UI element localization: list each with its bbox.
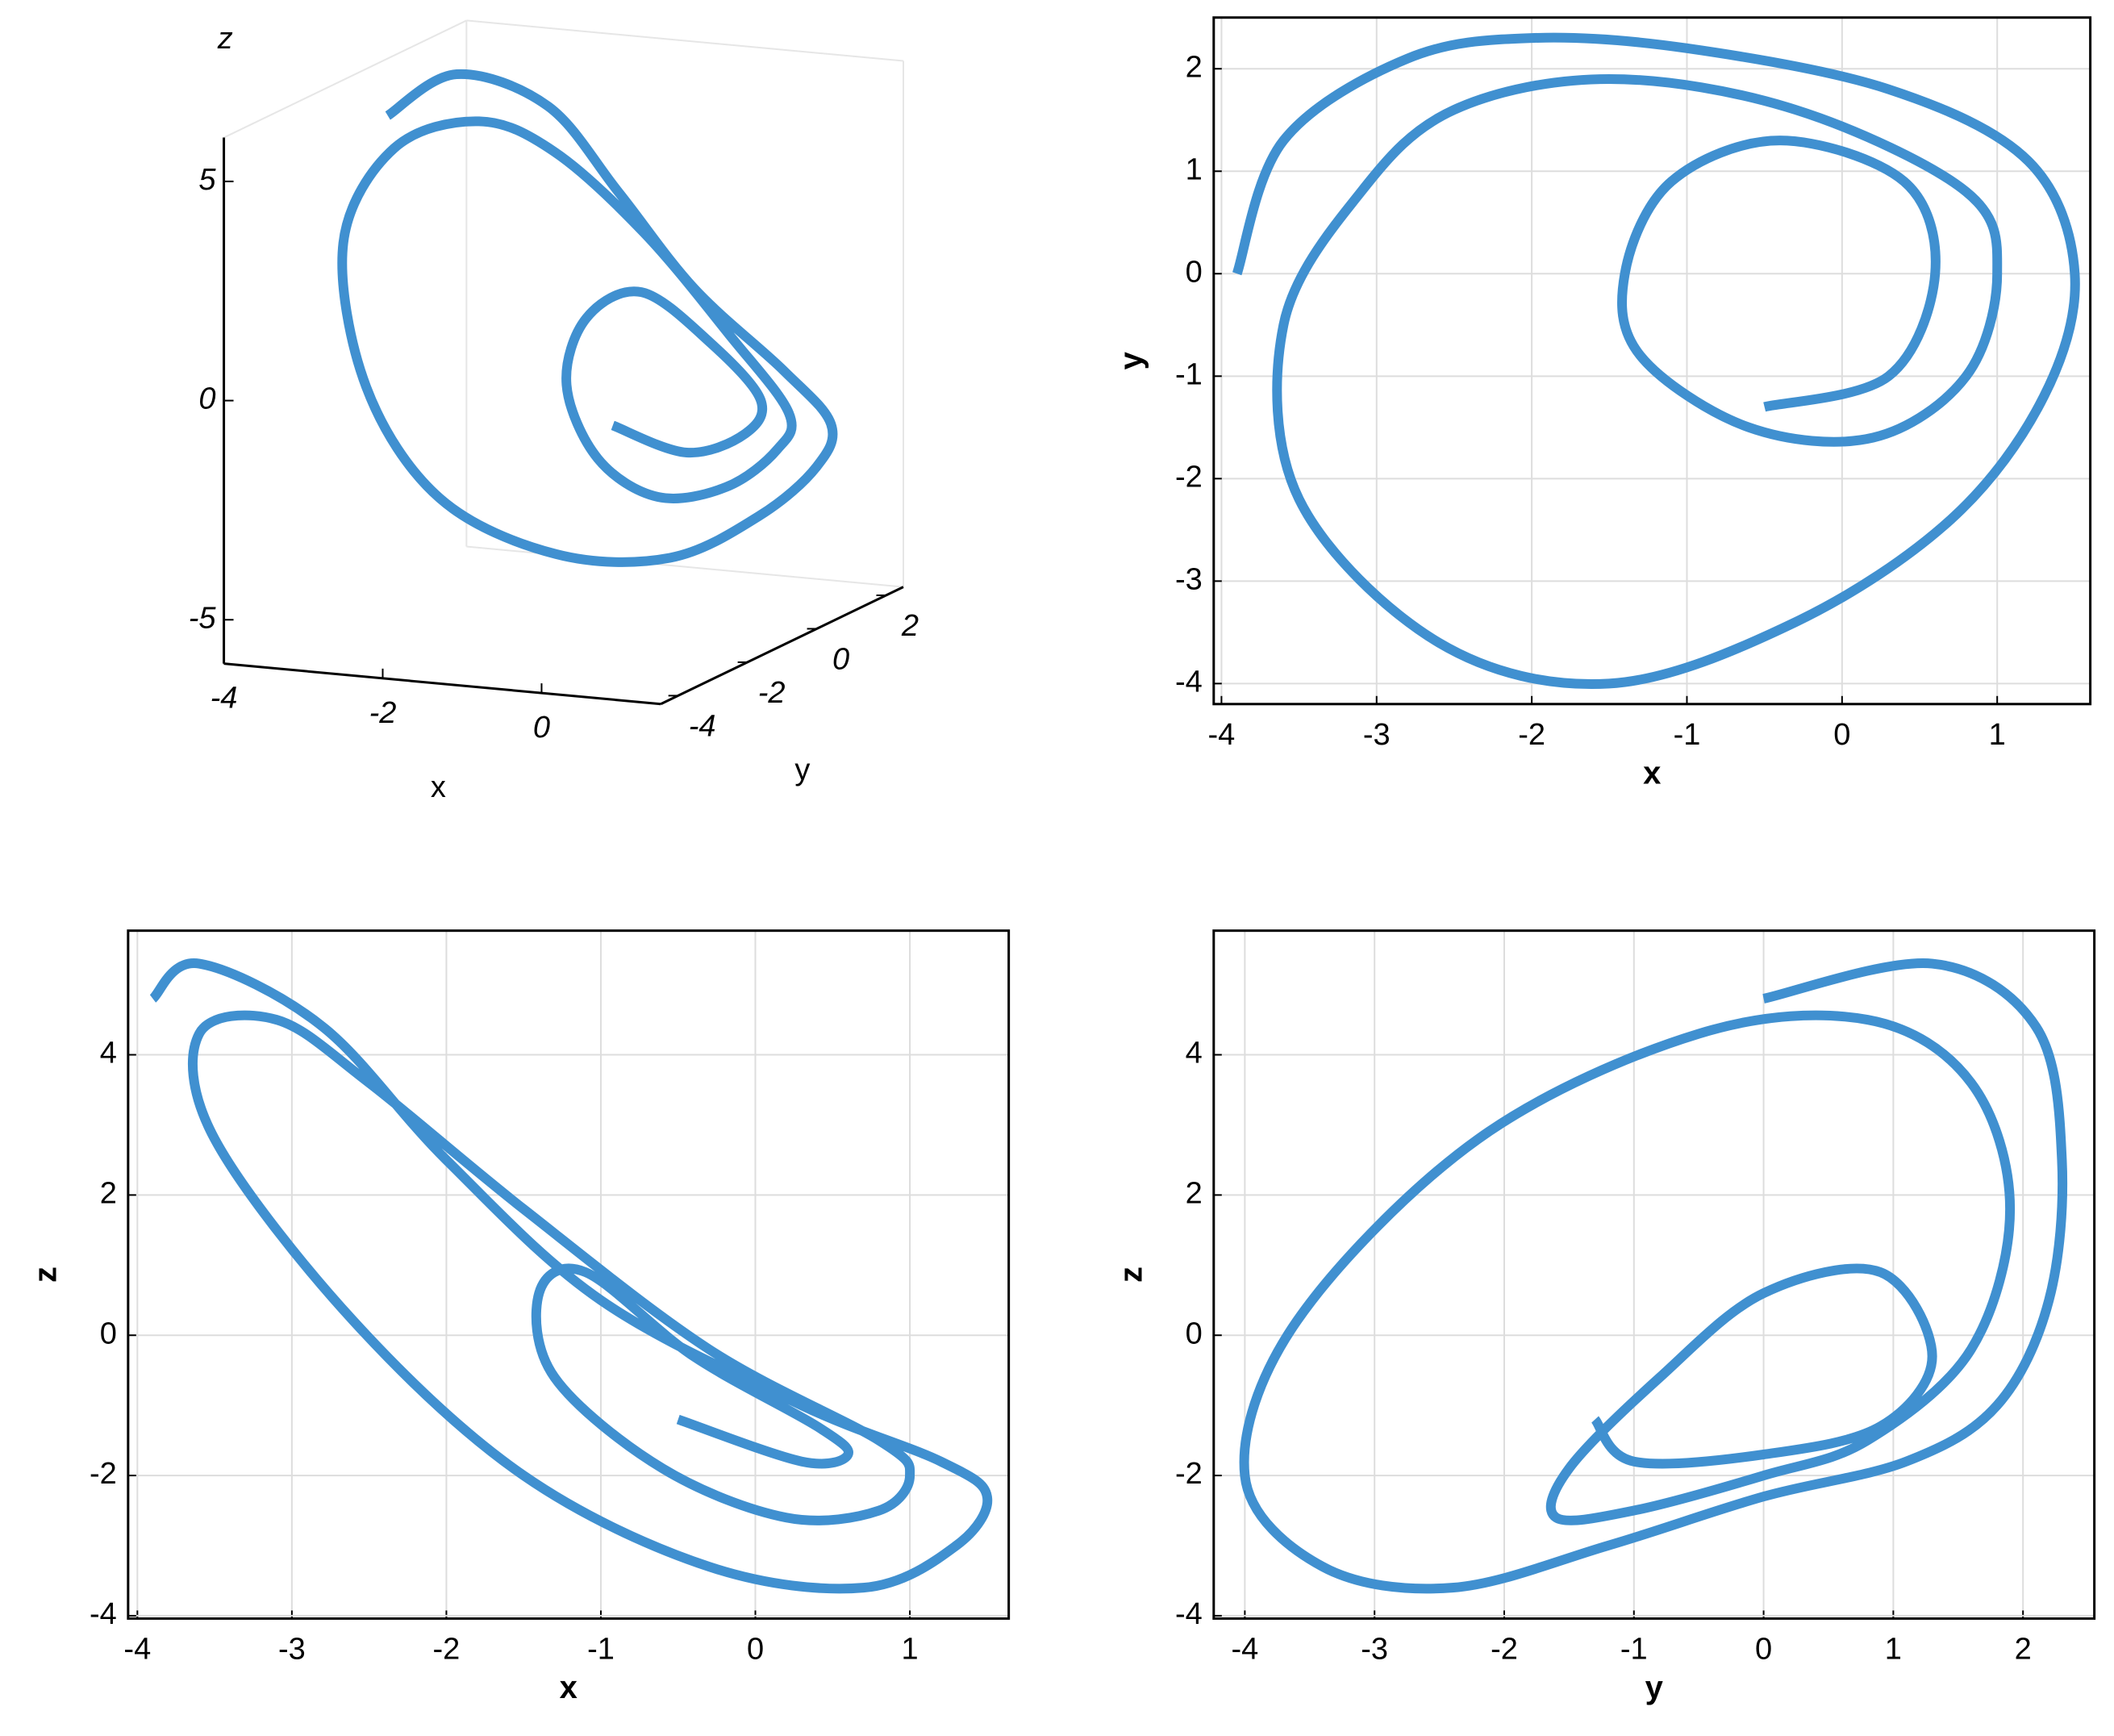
x-tick-label: 2 bbox=[2015, 1632, 2032, 1666]
trajectory bbox=[337, 69, 838, 567]
y-tick-label: -2 bbox=[1175, 460, 1203, 494]
plot-frame bbox=[127, 929, 1011, 1620]
y-axis-label: y bbox=[1113, 351, 1149, 369]
x-tick-label: -1 bbox=[1674, 718, 1701, 752]
y-tick-label: 1 bbox=[1186, 152, 1203, 186]
z-tick-label: 5 bbox=[198, 163, 216, 197]
x-tick-label: 0 bbox=[1755, 1632, 1772, 1666]
y-axis-label: z bbox=[1113, 1267, 1149, 1283]
y-tick-label: 0 bbox=[100, 1317, 117, 1350]
box-edge bbox=[466, 19, 904, 62]
y-tick-label: -1 bbox=[1175, 357, 1203, 391]
x-axis bbox=[223, 662, 661, 706]
x-tick-label: -1 bbox=[1620, 1632, 1648, 1666]
y-tick-label: -3 bbox=[1175, 562, 1203, 596]
x-axis-label: x bbox=[431, 770, 446, 804]
x-tick-label: -3 bbox=[1361, 1632, 1388, 1666]
y-tick-label: -4 bbox=[689, 709, 716, 743]
trajectory bbox=[1239, 958, 2068, 1594]
x-tick-label: 1 bbox=[1989, 718, 2006, 752]
x-tick-label: 1 bbox=[1885, 1632, 1902, 1666]
y-tick-label: 2 bbox=[901, 609, 919, 643]
x-tick-label: -2 bbox=[433, 1632, 461, 1666]
x-tick-label: -2 bbox=[1491, 1632, 1518, 1666]
y-tick-label: -4 bbox=[1175, 1597, 1203, 1631]
x-tick-label: 0 bbox=[533, 711, 550, 745]
x-axis-label: x bbox=[560, 1670, 577, 1705]
y-tick-label: 0 bbox=[1186, 255, 1203, 289]
x-tick-label: -4 bbox=[1231, 1632, 1258, 1666]
x-tick-label: -4 bbox=[123, 1632, 151, 1666]
x-tick-label: -3 bbox=[1363, 718, 1391, 752]
y-tick-label: 4 bbox=[1186, 1037, 1203, 1070]
y-tick-label: -2 bbox=[758, 676, 786, 710]
z-axis-label: z bbox=[217, 22, 233, 56]
trajectory bbox=[149, 958, 993, 1594]
y-tick-label: 0 bbox=[832, 642, 849, 676]
x-tick-label: -1 bbox=[587, 1632, 615, 1666]
x-tick-label: 0 bbox=[747, 1632, 764, 1666]
box-edge bbox=[223, 19, 467, 139]
y-tick-label: 0 bbox=[1186, 1317, 1203, 1350]
y-tick-label: 4 bbox=[100, 1037, 117, 1070]
y-axis bbox=[660, 586, 904, 706]
plot-frame bbox=[1212, 16, 2092, 706]
y-tick-label: 2 bbox=[1186, 50, 1203, 84]
z-tick-label: 0 bbox=[198, 382, 215, 416]
x-tick-label: -4 bbox=[211, 682, 238, 716]
y-tick-label: 2 bbox=[100, 1176, 117, 1210]
plot-frame bbox=[1212, 929, 2096, 1620]
z-tick-label: -5 bbox=[189, 601, 217, 635]
x-tick-label: -2 bbox=[369, 696, 397, 730]
x-tick-label: 1 bbox=[901, 1632, 918, 1666]
x-axis-label: x bbox=[1643, 755, 1661, 791]
x-tick-label: -3 bbox=[278, 1632, 306, 1666]
y-tick-label: 2 bbox=[1186, 1176, 1203, 1210]
y-axis-label: y bbox=[794, 753, 810, 787]
y-axis-label: z bbox=[27, 1267, 63, 1283]
y-tick-label: -4 bbox=[1175, 665, 1203, 699]
y-tick-label: -2 bbox=[90, 1457, 117, 1491]
trajectory bbox=[1232, 32, 2080, 689]
x-axis-label: y bbox=[1645, 1670, 1664, 1705]
x-tick-label: -4 bbox=[1208, 718, 1236, 752]
y-tick-label: -2 bbox=[1175, 1457, 1203, 1491]
x-tick-label: 0 bbox=[1833, 718, 1850, 752]
x-tick-label: -2 bbox=[1518, 718, 1545, 752]
y-tick-label: -4 bbox=[90, 1597, 117, 1631]
